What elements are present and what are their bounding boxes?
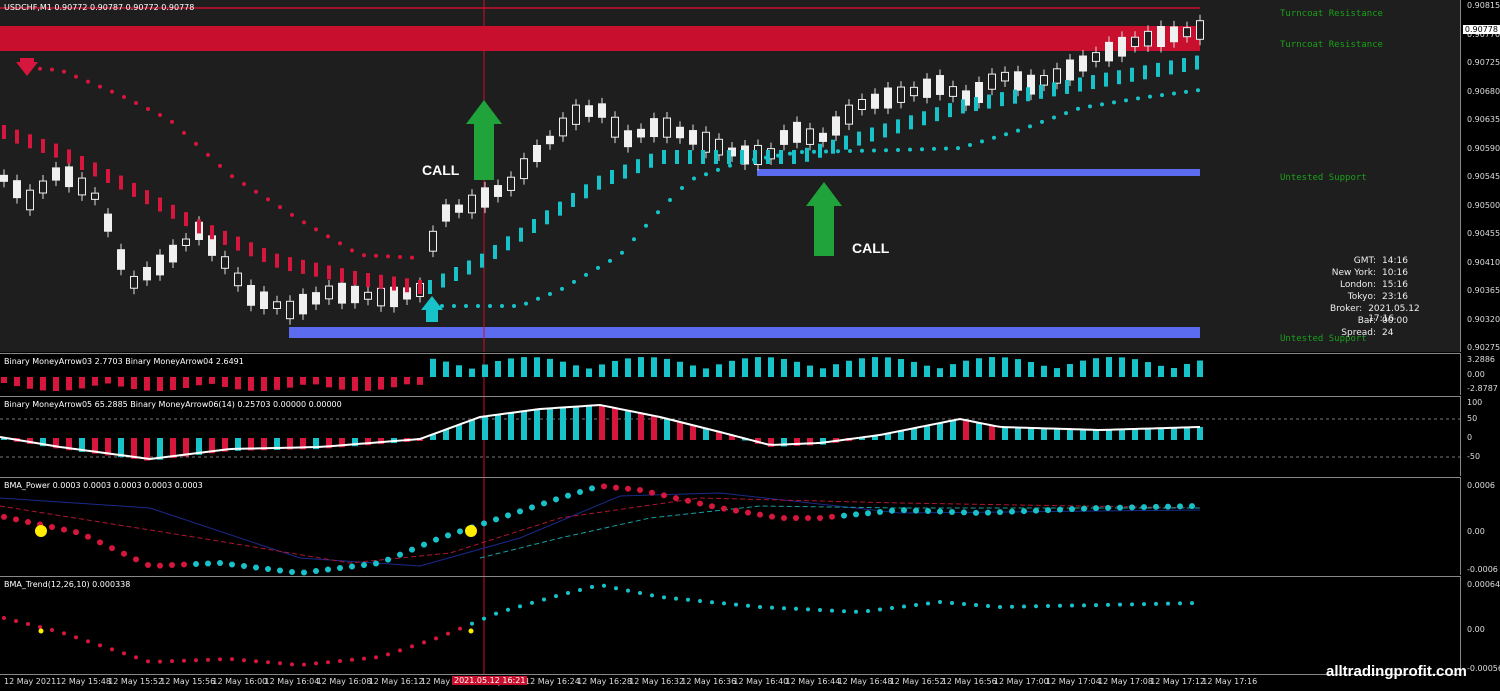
sub2-scale: 100 50 0 -50 <box>1460 396 1500 476</box>
oscillator-title: Binary MoneyArrow05 65.2885 Binary Money… <box>4 400 342 409</box>
resistance-zone <box>0 26 1200 51</box>
call-label-2: CALL <box>852 240 890 256</box>
zone-label-support-1: Untested Support <box>1280 173 1367 183</box>
time-axis: 12 May 2021 12 May 15:48 12 May 15:52 12 Ma… <box>0 674 1460 691</box>
time-label: 12 May 16:24 <box>525 677 580 686</box>
time-label: 12 May 16:44 <box>785 677 841 686</box>
time-label: 12 May 17:08 <box>1098 677 1153 686</box>
support-zone-lower <box>289 327 1200 338</box>
symbol-info: USDCHF,M1 0.90772 0.90787 0.90772 0.9077… <box>4 3 195 12</box>
bma-trend-title: BMA_Trend(12,26,10) 0.000338 <box>4 580 131 589</box>
time-label: 12 May 16:28 <box>577 677 632 686</box>
bma-power-pane[interactable]: BMA_Power 0.0003 0.0003 0.0003 0.0003 0.… <box>0 477 1460 576</box>
zone-label-support-2: Untested Support <box>1280 334 1367 344</box>
time-label: 12 May 16:48 <box>837 677 893 686</box>
current-price-tag: 0.90778 <box>1462 25 1500 34</box>
moneyarrow-oscillator-pane[interactable]: Binary MoneyArrow05 65.2885 Binary Money… <box>0 396 1460 477</box>
time-label: 12 May 16:12 <box>368 677 424 686</box>
time-label: 12 May 17:04 <box>1046 677 1101 686</box>
time-label: 12 May 16:32 <box>629 677 685 686</box>
support-zone-upper <box>757 169 1200 176</box>
moneyarrow-histogram-pane[interactable]: Binary MoneyArrow03 2.7703 Binary MoneyA… <box>0 353 1460 396</box>
main-price-scale[interactable]: 0.90815 0.90770 0.90725 0.90680 0.90635 … <box>1460 0 1500 352</box>
time-label: 12 May 16:36 <box>681 677 737 686</box>
time-label: 12 May 16:16 <box>420 677 476 686</box>
call-label-1: CALL <box>422 162 460 178</box>
call-arrow-up-2-icon <box>806 182 842 256</box>
main-chart-canvas <box>0 0 1204 352</box>
candles-group <box>0 14 1204 325</box>
watermark: alltradingprofit.com <box>1326 663 1467 680</box>
bma-trend-canvas <box>2 577 1194 675</box>
time-label: 12 May 16:08 <box>316 677 372 686</box>
bma-trend-pane[interactable]: BMA_Trend(12,26,10) 0.000338 <box>0 576 1460 675</box>
time-info-panel: GMT: 14:16 New York: 10:16 London: 15:16 To… <box>1330 256 1420 338</box>
trend-dots-group <box>2 55 1200 308</box>
time-label: 12 May 15:52 <box>108 677 164 686</box>
time-label: 12 May 16:04 <box>264 677 320 686</box>
arrow-down-red-icon <box>16 58 38 76</box>
time-label: 12 May 15:56 <box>160 677 216 686</box>
time-label: 12 May 16:56 <box>941 677 997 686</box>
sub3-scale: 0.0006 0.00 -0.0006 <box>1460 477 1500 575</box>
call-arrow-up-1-icon <box>466 100 502 180</box>
arrow-up-teal-icon <box>421 296 443 322</box>
time-label: 12 May 15:48 <box>56 677 111 686</box>
sub1-scale: 3.2886 0.00 -2.8787 <box>1460 353 1500 395</box>
time-label: 12 May 17:16 <box>1202 677 1258 686</box>
time-label: 12 May 17:12 <box>1150 677 1206 686</box>
moneyarrow-histogram-canvas <box>1 354 1203 396</box>
zone-label-resistance-2: Turncoat Resistance <box>1280 40 1383 50</box>
time-label: 12 May 16:40 <box>733 677 789 686</box>
time-label: 12 May 17:00 <box>993 677 1049 686</box>
cursor-time-label: 2021.05.12 16:21 <box>452 676 528 685</box>
main-chart-pane[interactable]: USDCHF,M1 0.90772 0.90787 0.90772 0.9077… <box>0 0 1460 352</box>
zone-label-resistance-1: Turncoat Resistance <box>1280 9 1383 19</box>
time-label: 12 May 2021 <box>4 677 57 686</box>
bma-power-canvas <box>0 478 1201 576</box>
time-label: 12 May 16:52 <box>889 677 945 686</box>
sub4-scale: 0.000646 0.00 -0.000564 <box>1460 576 1500 674</box>
moneyarrow-oscillator-canvas <box>0 397 1460 477</box>
moneyarrow-title: Binary MoneyArrow03 2.7703 Binary MoneyA… <box>4 357 244 366</box>
bma-power-title: BMA_Power 0.0003 0.0003 0.0003 0.0003 0.… <box>4 481 203 490</box>
time-label: 12 May 16:00 <box>212 677 268 686</box>
